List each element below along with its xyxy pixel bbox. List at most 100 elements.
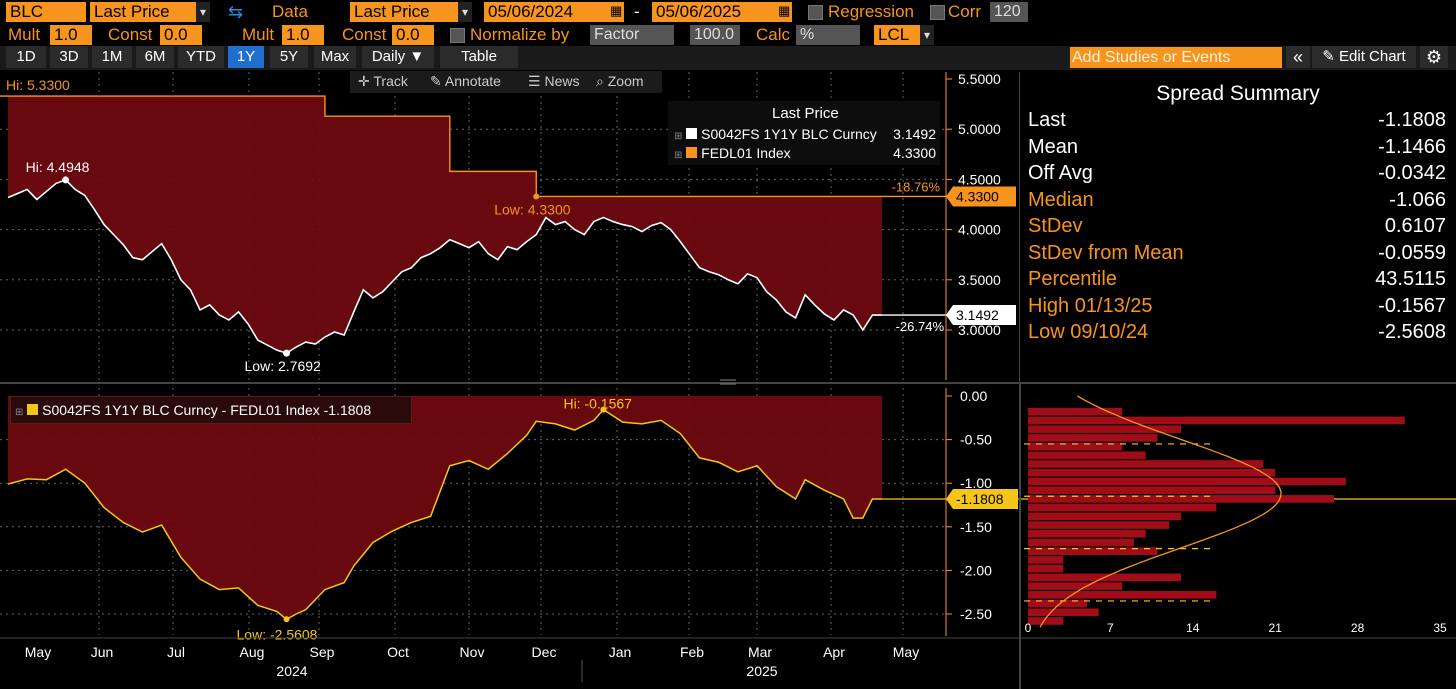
top-panel: Hi: 4.4948 Low: 2.7692 Hi: 5.3300 Low: 4.33… [0, 77, 946, 374]
mult2-field[interactable]: 1.0 [282, 25, 324, 45]
last-value-tag [946, 186, 1016, 207]
add-studies-input[interactable]: Add Studies or Events [1070, 47, 1282, 68]
histogram-bar [1028, 503, 1217, 512]
summary-row: Mean -1.1466 [1028, 135, 1446, 159]
regression-label: Regression [828, 2, 914, 21]
legend-swatch [686, 147, 698, 158]
calc-select[interactable]: % [796, 25, 860, 45]
summary-value: -1.1808 [1378, 109, 1446, 131]
date-from-field[interactable]: 05/06/2024 [484, 2, 624, 22]
summary-value: -0.1567 [1378, 294, 1446, 317]
date-separator: - [634, 2, 640, 21]
histogram-bar [1028, 442, 1123, 451]
const1-field[interactable]: 0.0 [160, 25, 202, 45]
histogram-bar [1028, 477, 1346, 486]
normal-curve [1039, 395, 1282, 628]
calendar-icon[interactable]: ▦ [610, 3, 623, 18]
range-button-1y[interactable]: 1Y [228, 46, 264, 68]
lo-marker [283, 349, 291, 357]
annotate-tool[interactable]: ✎ Annotate [430, 73, 501, 89]
y-tick-label: 0.00 [960, 388, 987, 404]
y-tick-label: 5.5000 [958, 71, 1001, 87]
news-tool[interactable]: ☰ News [528, 73, 580, 89]
summary-key: High 01/13/25 [1028, 294, 1153, 317]
summary-key: Median [1028, 188, 1094, 211]
summary-row: Last -1.1808 [1028, 108, 1446, 132]
fedl-lo-label: Low: 4.3300 [494, 201, 570, 217]
mult1-label: Mult [8, 25, 41, 44]
hi-marker [62, 176, 70, 184]
histogram-bar [1028, 521, 1170, 529]
pct-change-s0042fs: -26.74% [896, 319, 945, 334]
range-button-ytd[interactable]: YTD [178, 46, 224, 68]
expand-icon: ⊞ [15, 407, 24, 418]
calendar-icon[interactable]: ▦ [778, 3, 791, 18]
lcl-select[interactable]: LCL [874, 25, 934, 45]
frequency-select[interactable]: Daily ▼ [362, 46, 434, 68]
ticker-field[interactable]: BLC [6, 2, 86, 22]
lo-label: Low: 2.7692 [245, 358, 321, 374]
expand-icon: ⊞ [674, 131, 683, 142]
pencil-icon: ✎ [430, 73, 445, 89]
hi-marker [600, 406, 607, 413]
range-button-1d[interactable]: 1D [6, 46, 46, 68]
spread-fill-top [8, 96, 882, 354]
x-tick-label: Apr [823, 644, 845, 660]
legend-item-2[interactable]: ⊞ FEDL01 Index 4.3300 [674, 145, 936, 161]
summary-row: Percentile 43.5115 [1028, 267, 1446, 291]
y-tick-label: -1.00 [960, 475, 992, 491]
summary-key: StDev [1028, 215, 1083, 237]
y-tick-label: -0.50 [960, 432, 992, 448]
x-tick-label: Jun [91, 644, 114, 660]
histogram-bar [1028, 582, 1123, 590]
news-icon: ☰ [528, 73, 545, 89]
regression-checkbox[interactable] [808, 5, 823, 20]
range-button-5y[interactable]: 5Y [270, 46, 308, 68]
histogram-bar [1028, 564, 1064, 573]
year-label: 2024 [276, 663, 307, 679]
legend-item-1[interactable]: ⊞ S0042FS 1Y1Y BLC Curncy 3.1492 [674, 126, 936, 142]
track-tool[interactable]: ✛ Track [358, 73, 408, 89]
normalize-checkbox[interactable] [450, 28, 465, 43]
range-button-1m[interactable]: 1M [92, 46, 132, 68]
y-tick-label: 4.5000 [958, 171, 1001, 187]
corr-value-field[interactable]: 120 [990, 2, 1028, 22]
expand-icon: ⊞ [674, 150, 683, 161]
hi-label: Hi: -0.1567 [563, 396, 632, 412]
series-line-spread [7, 408, 882, 621]
corr-checkbox[interactable] [930, 5, 945, 20]
x-tick-label: Jul [167, 644, 185, 660]
gear-icon[interactable]: ⚙ [1420, 46, 1448, 68]
collapse-button[interactable]: « [1286, 46, 1310, 68]
const2-field[interactable]: 0.0 [392, 25, 434, 45]
edit-chart-button[interactable]: ✎ Edit Chart [1312, 46, 1416, 68]
factor-field[interactable]: 100.0 [690, 25, 740, 45]
x-tick-label: May [25, 644, 51, 660]
field2-select[interactable]: Last Price [350, 2, 472, 22]
field1-select[interactable]: Last Price [90, 2, 210, 22]
range-button-3d[interactable]: 3D [50, 46, 88, 68]
hist-x-tick-label: 7 [1107, 621, 1114, 635]
summary-row: StDev 0.6107 [1028, 214, 1446, 238]
normalize-select[interactable]: Factor [590, 25, 674, 45]
summary-value: 0.6107 [1384, 215, 1446, 237]
range-button-6m[interactable]: 6M [136, 46, 174, 68]
summary-key: Percentile [1028, 268, 1117, 290]
summary-value: 43.5115 [1375, 268, 1446, 290]
zoom-tool[interactable]: ⌕ Zoom [596, 73, 644, 89]
const2-label: Const [342, 25, 387, 44]
histogram-bar [1028, 599, 1087, 608]
date-to-field[interactable]: 05/06/2025 [652, 2, 792, 22]
swap-icon[interactable]: ⇆ [228, 2, 244, 22]
range-button-max[interactable]: Max [314, 46, 356, 68]
mult1-field[interactable]: 1.0 [50, 25, 92, 45]
table-button[interactable]: Table [440, 46, 518, 68]
y-tick-label: 4.0000 [958, 222, 1001, 238]
legend-bottom[interactable]: ⊞ S0042FS 1Y1Y BLC Curncy - FEDL01 Index… [10, 396, 412, 424]
spread-summary-panel: Spread Summary [1020, 72, 1456, 382]
summary-key: Low 09/10/24 [1028, 321, 1149, 343]
x-tick-label: Dec [532, 644, 557, 660]
last-value-label: 4.3300 [956, 188, 999, 204]
histogram-panel [1024, 395, 1405, 628]
normalize-label: Normalize by [470, 25, 570, 44]
